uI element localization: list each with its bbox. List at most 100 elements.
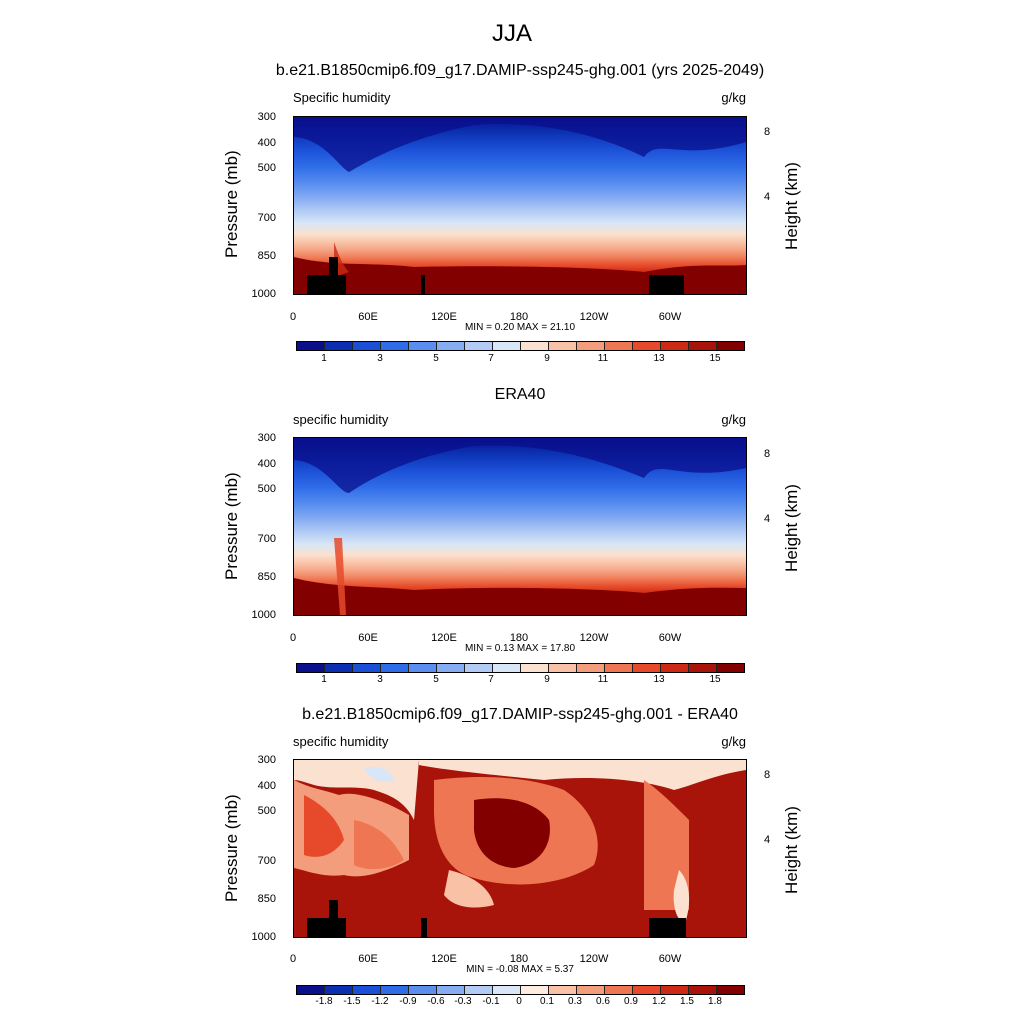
panel-1-ytick: 850 bbox=[257, 250, 276, 262]
panel-1-ytick: 400 bbox=[257, 137, 276, 149]
panel-2-colorbar-label: 5 bbox=[433, 674, 439, 685]
panel-3-ytick: 400 bbox=[257, 780, 276, 792]
panel-3-xtick: 60W bbox=[658, 953, 682, 965]
panel-3-xtick: 120E bbox=[431, 953, 457, 965]
panel-1-colorbar bbox=[296, 341, 745, 351]
panel-1-ytick: 500 bbox=[257, 162, 276, 174]
panel-1-y-axis-label: Pressure (mb) bbox=[222, 150, 241, 258]
panel-3-right-tick: 8 bbox=[764, 769, 771, 781]
panel-3-contour-field bbox=[294, 760, 746, 937]
panel-3-colorbar-label: -1.2 bbox=[371, 996, 389, 1007]
panel-3-units-label: g/kg bbox=[721, 734, 746, 749]
panel-1-contour-field bbox=[294, 117, 746, 294]
panel-1-plot-area bbox=[293, 116, 747, 295]
panel-3-colorbar-label: -0.1 bbox=[482, 996, 500, 1007]
panel-2-ytick: 500 bbox=[257, 483, 276, 495]
panel-3-colorbar-label: 0.3 bbox=[568, 996, 582, 1007]
panel-2-colorbar-label: 1 bbox=[321, 674, 327, 685]
panel-1-colorbar-label: 13 bbox=[653, 353, 665, 364]
panel-1-colorbar-label: 7 bbox=[488, 353, 494, 364]
panel-3-colorbar-label: -0.3 bbox=[454, 996, 472, 1007]
panel-2-colorbar-label: 7 bbox=[488, 674, 494, 685]
panel-3-colorbar-label: 0.6 bbox=[596, 996, 610, 1007]
panel-3-title: b.e21.B1850cmip6.f09_g17.DAMIP-ssp245-gh… bbox=[302, 706, 738, 723]
panel-2-xtick: 0 bbox=[289, 632, 297, 644]
panel-2-ytick: 850 bbox=[257, 571, 276, 583]
panel-2-xtick: 120W bbox=[579, 632, 609, 644]
panel-3-ytick: 1000 bbox=[251, 931, 276, 943]
panel-2-ytick: 700 bbox=[257, 533, 276, 545]
panel-3-min-max: MIN = -0.08 MAX = 5.37 bbox=[466, 964, 574, 975]
panel-1-units-label: g/kg bbox=[721, 90, 746, 105]
panel-2-colorbar-label: 9 bbox=[544, 674, 550, 685]
panel-2-y-axis-label: Pressure (mb) bbox=[222, 472, 241, 580]
panel-2-xtick: 60E bbox=[358, 632, 378, 644]
panel-2-right-tick: 8 bbox=[764, 448, 771, 460]
panel-3-right-axis-label: Height (km) bbox=[782, 806, 801, 894]
panel-2-ytick: 400 bbox=[257, 458, 276, 470]
panel-3-colorbar-label: 0 bbox=[516, 996, 522, 1007]
panel-2-xtick: 180 bbox=[509, 632, 529, 644]
main-title: JJA bbox=[491, 20, 532, 47]
panel-1-right-tick: 4 bbox=[764, 191, 771, 203]
panel-1-colorbar-label: 15 bbox=[709, 353, 721, 364]
panel-2-colorbar-label: 15 bbox=[709, 674, 721, 685]
panel-2-ytick: 1000 bbox=[251, 609, 276, 621]
panel-3-topography bbox=[307, 918, 346, 937]
panel-1-colorbar-label: 5 bbox=[433, 353, 439, 364]
panel-3-colorbar-label: 1.5 bbox=[680, 996, 694, 1007]
panel-1-topography bbox=[307, 275, 346, 294]
panel-1-variable-label: Specific humidity bbox=[293, 90, 391, 105]
panel-2-right-tick: 4 bbox=[764, 513, 771, 525]
panel-3-y-axis-label: Pressure (mb) bbox=[222, 794, 241, 902]
panel-1-right-axis-label: Height (km) bbox=[782, 162, 801, 250]
panel-3-xtick: 0 bbox=[289, 953, 297, 965]
panel-3-plot-area bbox=[293, 759, 747, 938]
panel-3-colorbar-label: -1.8 bbox=[315, 996, 333, 1007]
panel-3-variable-label: specific humidity bbox=[293, 734, 389, 749]
panel-1-colorbar-label: 3 bbox=[377, 353, 383, 364]
panel-1-min-max: MIN = 0.20 MAX = 21.10 bbox=[464, 322, 576, 333]
panel-1-xtick: 60W bbox=[658, 311, 682, 323]
panel-2-colorbar bbox=[296, 663, 745, 673]
panel-3-xtick: 180 bbox=[509, 953, 529, 965]
panel-1-xtick: 60E bbox=[358, 311, 378, 323]
panel-3-ytick: 850 bbox=[257, 893, 276, 905]
panel-3-colorbar-label: 1.2 bbox=[652, 996, 666, 1007]
panel-2-colorbar-label: 11 bbox=[597, 674, 609, 685]
panel-3-xtick: 120W bbox=[579, 953, 609, 965]
panel-3-colorbar-label: -0.9 bbox=[399, 996, 417, 1007]
panel-2-xtick: 120E bbox=[431, 632, 457, 644]
panel-3-colorbar-label: 0.9 bbox=[624, 996, 638, 1007]
panel-1-ytick: 700 bbox=[257, 212, 276, 224]
panel-3-right-tick: 4 bbox=[764, 834, 771, 846]
panel-2-right-axis-label: Height (km) bbox=[782, 484, 801, 572]
panel-1-xtick: 120W bbox=[579, 311, 609, 323]
panel-1-colorbar-label: 1 bbox=[321, 353, 327, 364]
panel-2-units-label: g/kg bbox=[721, 412, 746, 427]
panel-2-title: ERA40 bbox=[494, 386, 546, 403]
panel-2-contour-field bbox=[294, 438, 746, 615]
panel-3-ytick: 300 bbox=[257, 754, 276, 766]
panel-1-ytick: 300 bbox=[257, 111, 276, 123]
panel-2-xtick: 60W bbox=[658, 632, 682, 644]
panel-1-colorbar-label: 11 bbox=[597, 353, 609, 364]
panel-3-xtick: 60E bbox=[358, 953, 378, 965]
panel-1-xtick: 180 bbox=[509, 311, 529, 323]
panel-1-title: b.e21.B1850cmip6.f09_g17.DAMIP-ssp245-gh… bbox=[275, 62, 765, 79]
panel-1-right-tick: 8 bbox=[764, 126, 771, 138]
panel-1-colorbar-label: 9 bbox=[544, 353, 550, 364]
panel-3-colorbar-label: 0.1 bbox=[540, 996, 554, 1007]
panel-1-xtick: 0 bbox=[289, 311, 297, 323]
panel-3-colorbar-label: 1.8 bbox=[708, 996, 722, 1007]
panel-2-ytick: 300 bbox=[257, 432, 276, 444]
panel-2-plot-area bbox=[293, 437, 747, 616]
panel-3-ytick: 500 bbox=[257, 805, 276, 817]
panel-3-colorbar-label: -1.5 bbox=[343, 996, 361, 1007]
panel-2-colorbar-label: 3 bbox=[377, 674, 383, 685]
panel-3-ytick: 700 bbox=[257, 855, 276, 867]
panel-1-xtick: 120E bbox=[431, 311, 457, 323]
panel-2-min-max: MIN = 0.13 MAX = 17.80 bbox=[464, 643, 576, 654]
panel-2-variable-label: specific humidity bbox=[293, 412, 389, 427]
panel-3-colorbar bbox=[296, 985, 745, 995]
